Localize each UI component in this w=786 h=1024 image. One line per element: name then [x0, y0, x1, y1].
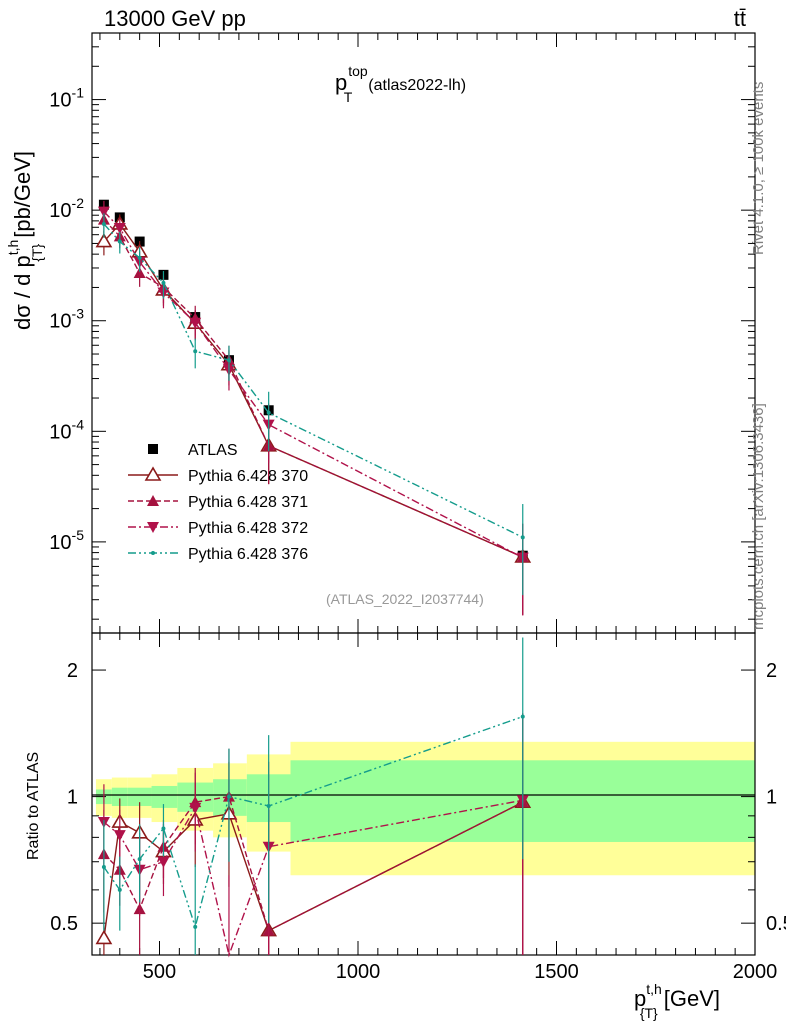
band-inner-bin	[151, 785, 178, 808]
legend-label: Pythia 6.428 371	[188, 494, 308, 511]
legend-marker	[147, 495, 159, 506]
ratio-point	[157, 856, 170, 868]
analysis-watermark: (ATLAS_2022_I2037744)	[326, 591, 484, 607]
x-tick-label: 2000	[733, 961, 778, 983]
ratio-point	[266, 803, 271, 808]
legend-marker	[151, 551, 155, 555]
beam-label: 13000 GeV pp	[104, 6, 246, 31]
data-point	[520, 535, 525, 540]
y-tick-label: 10-4	[49, 416, 84, 443]
legend-item-p376: Pythia 6.428 376	[128, 546, 308, 563]
data-point	[189, 317, 202, 329]
rivet-version-label: Rivet 4.1.0, ≥ 100k events	[750, 82, 767, 255]
legend-marker	[148, 444, 158, 454]
ratio-point	[189, 802, 202, 814]
data-point	[161, 280, 166, 285]
axis-tick-labels: 500 1000 1500 2000 10-1 10-2 10-3 10-4 10-5 0.5 0.…	[49, 85, 786, 983]
legend-label: Pythia 6.428 370	[188, 468, 308, 485]
y-tick-label: 10-1	[49, 85, 84, 112]
y-tick-label: 10-2	[49, 195, 84, 222]
ratio-point	[101, 865, 106, 870]
ratio-line	[103, 799, 523, 958]
data-point	[95, 232, 113, 248]
ratio-tick-label-right: 0.5	[766, 913, 786, 935]
data-point	[193, 349, 198, 354]
legend-label: Pythia 6.428 376	[188, 546, 308, 563]
ratio-point	[520, 714, 525, 719]
ratio-line	[103, 715, 523, 930]
legend-item-p372: Pythia 6.428 372	[128, 520, 308, 537]
process-label: tt̄	[734, 6, 746, 31]
ratio-point	[113, 830, 126, 842]
ratio-point	[137, 857, 142, 862]
legend-item-data: ATLAS	[148, 442, 238, 459]
ratio-tick-label: 2	[67, 660, 78, 682]
ratio-tick-label-right: 2	[766, 660, 777, 682]
series-data	[98, 199, 528, 561]
x-tick-label: 1000	[336, 961, 381, 983]
legend: ATLAS Pythia 6.428 370 Pythia 6.428 371 Pyt…	[128, 442, 308, 563]
legend-marker	[144, 466, 162, 481]
ratio-tick-label: 0.5	[50, 913, 78, 935]
series-line	[103, 223, 524, 538]
x-axis-label: pt,h {T}[GeV]	[634, 981, 720, 1021]
data-point	[117, 239, 122, 244]
data-point	[101, 221, 106, 226]
series-line	[103, 211, 524, 559]
ratio-line	[103, 795, 524, 932]
band-inner-bin	[127, 787, 152, 806]
ratio-tick-label-right: 1	[766, 787, 777, 809]
ratio-axis-label: Ratio to ATLAS	[25, 752, 42, 860]
legend-item-p370: Pythia 6.428 370	[128, 466, 308, 485]
data-point	[266, 410, 271, 415]
y-tick-label: 10-5	[49, 527, 84, 554]
legend-marker	[147, 522, 159, 533]
main-panel-frame	[91, 32, 756, 634]
x-tick-label: 500	[143, 961, 176, 983]
series-p372	[97, 200, 529, 616]
ratio-point	[95, 929, 113, 945]
ratio-series-p376	[101, 637, 525, 955]
mcplots-label: mcplots.cern.ch [arXiv:1306.3436]	[750, 403, 767, 630]
x-tick-label: 1500	[534, 961, 579, 983]
data-point	[226, 358, 231, 363]
ratio-point	[117, 887, 122, 892]
y-tick-label: 10-3	[49, 306, 84, 333]
ratio-point	[193, 924, 198, 929]
legend-item-p371: Pythia 6.428 371	[128, 494, 308, 511]
series-p376	[101, 213, 525, 596]
band-inner-bin	[111, 787, 128, 806]
ratio-point	[161, 826, 166, 831]
y-axis-label: dσ / d pt,h {T}[pb/GeV]	[5, 151, 45, 330]
data-point	[137, 255, 142, 260]
ratio-tick-label: 1	[67, 787, 78, 809]
ratio-point	[226, 794, 231, 799]
ratio-plot-series	[95, 637, 532, 958]
ratio-panel-frame	[91, 632, 756, 956]
legend-label: Pythia 6.428 372	[188, 520, 308, 537]
data-point	[113, 222, 126, 234]
main-plot-series	[95, 199, 532, 616]
data-point	[97, 206, 110, 218]
legend-label: ATLAS	[188, 442, 238, 459]
series-line	[103, 219, 524, 558]
plot-title: ptop T(atlas2022-lh)	[335, 63, 466, 105]
